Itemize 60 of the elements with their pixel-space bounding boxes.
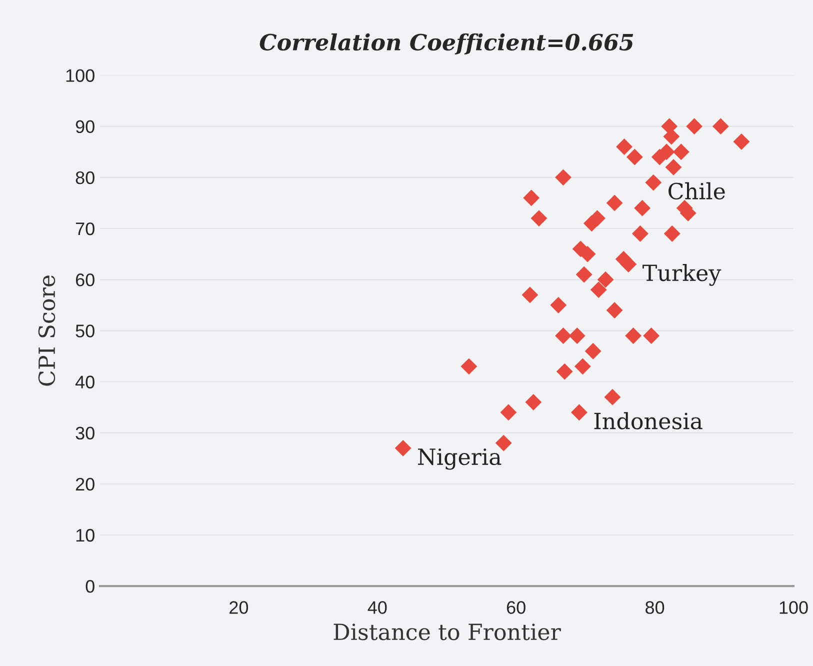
point [665,158,682,176]
x-tick-label: 20 [230,601,248,614]
annotation: Nigeria [418,448,502,470]
y-tick-label: 40 [75,376,94,388]
point [572,240,589,258]
y-tick-label: 100 [66,69,94,82]
point [672,144,690,160]
x-tick-label: 60 [506,601,526,614]
point [616,138,632,155]
point [500,404,517,421]
point [584,342,602,360]
y-tick-label: 10 [76,528,94,542]
point [522,286,538,304]
point [460,358,478,375]
x-tick-label: 40 [368,601,387,614]
point [634,200,651,216]
point [606,302,623,318]
y-tick-label: 30 [76,426,94,440]
annotation: Indonesia [594,412,702,430]
x-tick-label: 80 [646,601,664,614]
point [664,225,680,242]
chart-title: Correlation Coefficient=0.665 [260,33,634,54]
point [523,190,540,206]
point [632,225,648,242]
annotation: Chile [668,182,725,200]
point [626,148,643,166]
y-tick-label: 60 [76,274,94,286]
point [574,358,591,375]
point [643,328,660,344]
point [525,394,542,410]
y-tick-label: 80 [76,171,94,184]
point [645,174,662,191]
point [555,328,572,344]
point [604,388,621,406]
point [651,148,668,166]
point [686,118,703,135]
point [576,266,592,283]
annotation: Turkey [642,264,722,286]
point [712,118,729,135]
x-tick-label: 100 [780,601,808,614]
y-tick-label: 90 [76,120,94,134]
y-tick-label: 70 [76,222,94,236]
point [556,363,573,380]
point [606,194,623,212]
point [394,440,412,456]
point [615,250,632,268]
point [590,282,607,298]
point [555,169,572,186]
point [733,133,750,150]
y-tick-label: 50 [76,324,94,338]
point [597,271,614,288]
point [625,328,642,344]
x-axis-title: Distance to Frontier [334,624,561,640]
y-tick-label: 0 [86,580,94,593]
y-tick-label: 20 [76,478,94,491]
point [568,328,586,344]
point [530,210,548,227]
point [570,404,588,421]
y-axis-title: CPI Score [38,275,56,386]
point [550,296,567,314]
